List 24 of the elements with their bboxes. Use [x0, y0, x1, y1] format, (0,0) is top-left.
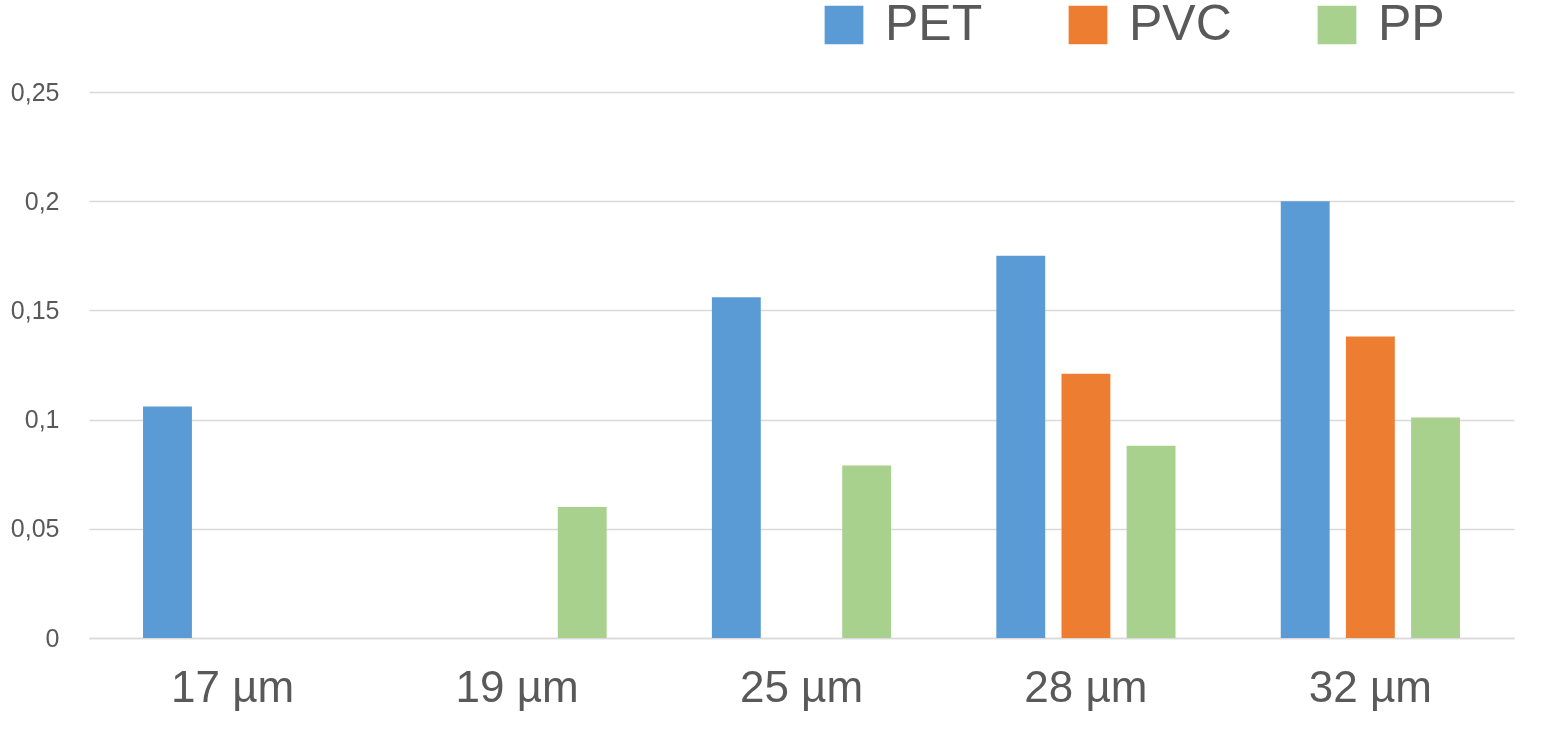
x-tick-label: 25 µm: [739, 661, 864, 711]
legend-label: PET: [885, 0, 983, 51]
y-tick-label: 0,2: [24, 186, 60, 215]
x-tick-label: 32 µm: [1308, 661, 1432, 711]
y-tick-label: 0,25: [10, 77, 60, 106]
legend-label: PP: [1378, 0, 1445, 51]
x-tick-label: 28 µm: [1024, 661, 1148, 711]
bar: [1345, 336, 1395, 638]
y-tick-label: 0,05: [10, 514, 60, 543]
y-tick-label: 0,1: [24, 405, 60, 434]
bar: [1280, 201, 1330, 638]
bar: [1061, 373, 1111, 638]
bar: [1411, 417, 1460, 638]
x-tick-label: 17 µm: [171, 661, 295, 711]
legend-label: PVC: [1129, 0, 1232, 51]
x-tick-label: 19 µm: [455, 661, 579, 711]
bar: [842, 465, 892, 638]
bar: [1126, 445, 1176, 638]
bar: [711, 297, 761, 638]
bar: [143, 406, 192, 638]
y-tick-label: 0,15: [10, 295, 60, 324]
bar: [557, 506, 607, 638]
y-tick-label: 0: [45, 623, 60, 652]
bar: [996, 255, 1046, 638]
